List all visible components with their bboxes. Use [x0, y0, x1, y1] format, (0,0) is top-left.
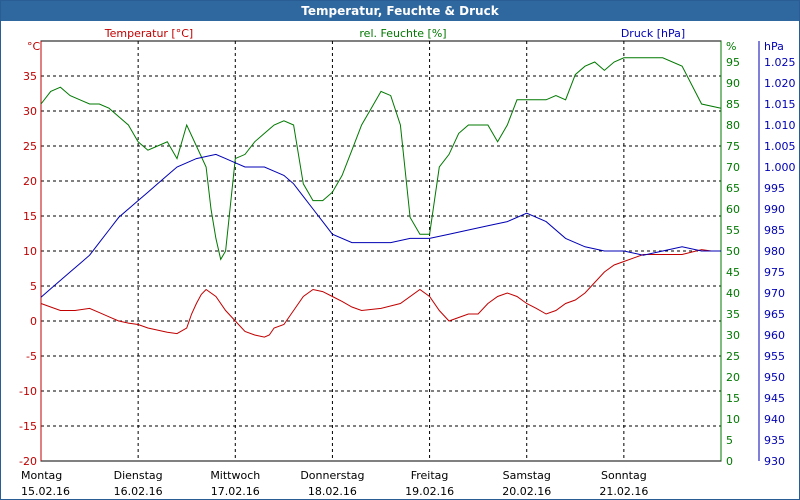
tick-label-humidity: 20 — [726, 371, 740, 384]
window-title: Temperatur, Feuchte & Druck — [1, 1, 799, 21]
x-label-date: 18.02.16 — [308, 485, 357, 498]
tick-label-temperature: 15 — [23, 210, 37, 223]
tick-label-temperature: 5 — [30, 280, 37, 293]
tick-label-humidity: 95 — [726, 56, 740, 69]
x-label-day: Sonntag — [601, 469, 647, 482]
tick-label-pressure: 945 — [764, 392, 785, 405]
tick-label-pressure: 1.005 — [764, 140, 796, 153]
tick-label-temperature: 25 — [23, 140, 37, 153]
series-line-humidity — [40, 57, 722, 261]
tick-label-humidity: 35 — [726, 308, 740, 321]
tick-label-humidity: 30 — [726, 329, 740, 342]
tick-label-pressure: 940 — [764, 413, 785, 426]
tick-label-temperature: 35 — [23, 70, 37, 83]
tick-label-pressure: 985 — [764, 224, 785, 237]
series-line-temperature — [40, 249, 721, 338]
tick-label-temperature: 30 — [23, 105, 37, 118]
tick-label-humidity: 90 — [726, 77, 740, 90]
tick-label-pressure: 990 — [764, 203, 785, 216]
tick-label-pressure: 1.020 — [764, 77, 796, 90]
tick-label-humidity: 60 — [726, 203, 740, 216]
tick-label-humidity: 80 — [726, 119, 740, 132]
x-label-date: 19.02.16 — [405, 485, 454, 498]
tick-label-humidity: 0 — [726, 455, 733, 468]
legend-temperature: Temperatur [°C] — [104, 27, 193, 40]
legend-pressure: Druck [hPa] — [621, 27, 685, 40]
tick-label-humidity: 70 — [726, 161, 740, 174]
tick-label-temperature: -10 — [19, 385, 37, 398]
tick-label-humidity: 25 — [726, 350, 740, 363]
tick-label-humidity: 75 — [726, 140, 740, 153]
tick-label-temperature: 20 — [23, 175, 37, 188]
x-label-date: 17.02.16 — [211, 485, 260, 498]
tick-label-temperature: -5 — [26, 350, 37, 363]
x-label-day: Freitag — [411, 469, 449, 482]
tick-label-temperature: -15 — [19, 420, 37, 433]
tick-label-temperature: 10 — [23, 245, 37, 258]
axes — [40, 41, 760, 461]
tick-label-humidity: 55 — [726, 224, 740, 237]
tick-label-pressure: 980 — [764, 245, 785, 258]
x-label-day: Mittwoch — [210, 469, 260, 482]
tick-label-humidity: 65 — [726, 182, 740, 195]
series-group — [40, 57, 722, 338]
tick-label-humidity: 50 — [726, 245, 740, 258]
tick-label-pressure: 930 — [764, 455, 785, 468]
tick-label-pressure: 950 — [764, 371, 785, 384]
tick-label-humidity: 5 — [726, 434, 733, 447]
unit-right-pressure: hPa — [764, 40, 784, 53]
tick-label-pressure: 960 — [764, 329, 785, 342]
x-label-day: Donnerstag — [300, 469, 364, 482]
tick-label-pressure: 970 — [764, 287, 785, 300]
tick-label-humidity: 40 — [726, 287, 740, 300]
tick-label-pressure: 975 — [764, 266, 785, 279]
x-label-date: 20.02.16 — [502, 485, 551, 498]
unit-left: °C — [27, 40, 41, 53]
tick-label-pressure: 1.015 — [764, 98, 796, 111]
labels-group: -20 -15 -10 -5 0 5 10 15 20 25 30 35 0 5 10 15 20 25 30 35 4… — [19, 56, 795, 498]
tick-label-pressure: 935 — [764, 434, 785, 447]
x-label-day: Dienstag — [114, 469, 163, 482]
tick-label-temperature: -20 — [19, 455, 37, 468]
x-label-day: Montag — [21, 469, 62, 482]
tick-label-humidity: 45 — [726, 266, 740, 279]
tick-label-pressure: 955 — [764, 350, 785, 363]
tick-label-pressure: 1.010 — [764, 119, 796, 132]
tick-label-pressure: 965 — [764, 308, 785, 321]
tick-label-temperature: 0 — [30, 315, 37, 328]
x-label-date: 15.02.16 — [21, 485, 70, 498]
x-label-date: 16.02.16 — [114, 485, 163, 498]
x-label-date: 21.02.16 — [599, 485, 648, 498]
legend-humidity: rel. Feuchte [%] — [359, 27, 446, 40]
tick-label-pressure: 995 — [764, 182, 785, 195]
series-line-pressure — [40, 153, 721, 298]
unit-right-humidity: % — [726, 40, 736, 53]
tick-label-humidity: 10 — [726, 413, 740, 426]
x-label-day: Samstag — [503, 469, 551, 482]
tick-label-pressure: 1.000 — [764, 161, 796, 174]
tick-label-humidity: 15 — [726, 392, 740, 405]
tick-label-humidity: 85 — [726, 98, 740, 111]
tick-label-pressure: 1.025 — [764, 56, 796, 69]
